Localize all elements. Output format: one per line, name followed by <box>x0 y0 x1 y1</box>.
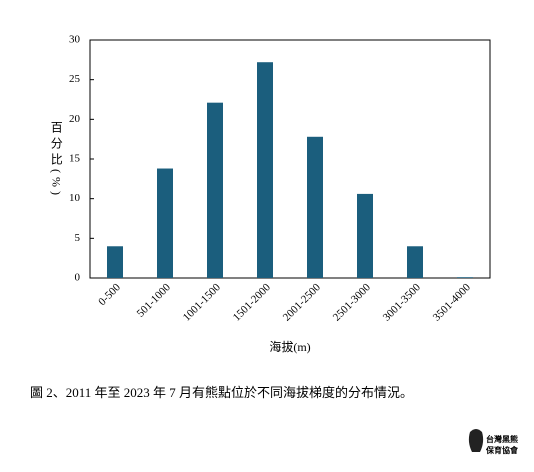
bar <box>157 168 173 278</box>
y-tick-label: 20 <box>69 113 81 125</box>
bar <box>357 193 373 278</box>
y-axis-label: 百分比(%) <box>49 121 63 199</box>
bar <box>257 62 273 278</box>
plot-frame <box>89 39 491 279</box>
logo-bear <box>468 429 484 452</box>
logo-title: 台灣黑熊 <box>486 434 518 444</box>
bar <box>207 102 223 278</box>
bar <box>307 136 323 278</box>
x-tick-label: 3001-3500 <box>381 281 424 324</box>
x-tick-label: 3501-4000 <box>431 281 474 324</box>
x-tick-label: 1501-2000 <box>231 281 274 324</box>
bar <box>457 277 473 278</box>
caption: 圖 2、2011 年至 2023 年 7 月有熊點位於不同海拔梯度的分布情況。 <box>30 385 413 400</box>
x-tick-label: 2501-3000 <box>331 281 374 324</box>
y-tick-label: 15 <box>69 153 81 165</box>
x-tick-label: 0-500 <box>96 281 123 308</box>
y-tick-label: 5 <box>75 232 81 244</box>
x-tick-label: 501-1000 <box>135 281 174 320</box>
logo-subtitle: 保育協會 <box>485 445 519 455</box>
y-tick-label: 10 <box>69 192 81 204</box>
logo: 台灣黑熊 保育協會 <box>468 429 519 455</box>
bar <box>407 246 423 278</box>
y-tick-label: 25 <box>69 73 81 85</box>
y-tick-label: 0 <box>75 272 81 284</box>
x-tick-label: 1001-1500 <box>181 281 224 324</box>
bar <box>107 246 123 278</box>
y-tick-label: 30 <box>69 34 81 46</box>
x-tick-label: 2001-2500 <box>281 281 324 324</box>
x-axis-label: 海拔(m) <box>269 339 310 354</box>
